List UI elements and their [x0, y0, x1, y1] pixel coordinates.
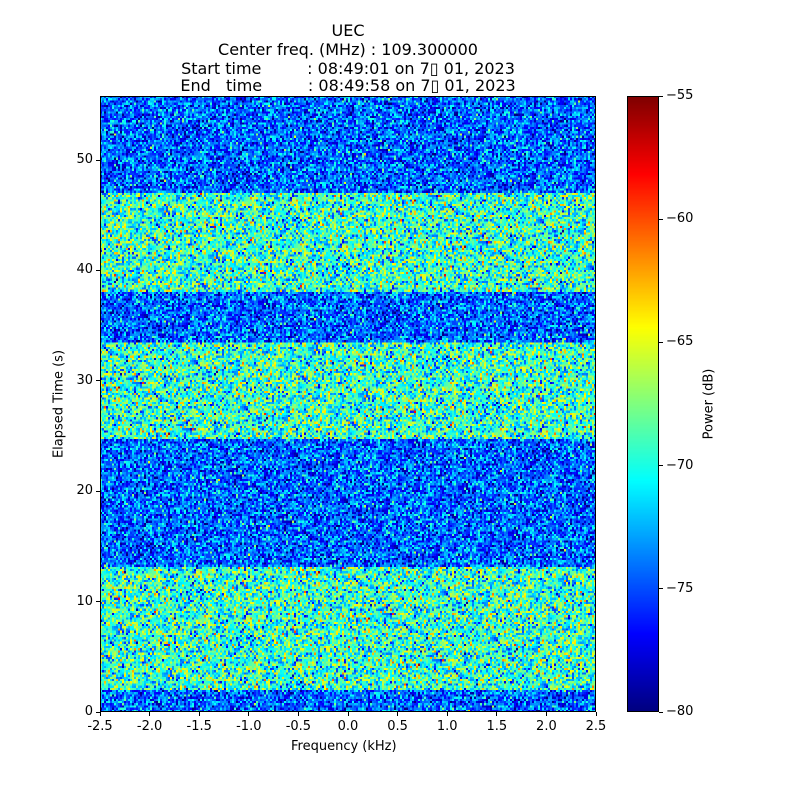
title-line-2: Center freq. (MHz) : 109.300000 — [218, 40, 478, 59]
x-tick-mark — [496, 712, 498, 716]
y-axis-label: Elapsed Time (s) — [51, 349, 67, 459]
x-tick-label: -2.5 — [87, 719, 113, 734]
x-tick-label: -1.5 — [186, 719, 212, 734]
y-tick-label: 10 — [76, 593, 93, 609]
x-tick-mark — [297, 712, 299, 716]
spectrogram-heatmap — [100, 96, 596, 712]
x-tick-mark — [198, 712, 200, 716]
colorbar-tick-mark — [659, 218, 663, 220]
colorbar-tick-label: −60 — [666, 211, 694, 227]
x-tick-mark — [595, 712, 597, 716]
x-tick-label: 2.5 — [585, 719, 607, 734]
colorbar-label: Power (dB) — [701, 368, 717, 440]
y-tick-mark — [96, 269, 100, 271]
colorbar-tick-mark — [659, 711, 663, 713]
colorbar-tick-mark — [659, 95, 663, 97]
x-tick-label: 2.0 — [536, 719, 557, 734]
y-tick-mark — [96, 159, 100, 161]
colorbar-tick-label: −75 — [666, 580, 694, 596]
x-tick-mark — [397, 712, 399, 716]
colorbar-tick-label: −80 — [666, 704, 694, 719]
colorbar-tick-mark — [659, 465, 663, 467]
y-tick-label: 40 — [76, 262, 93, 278]
x-tick-mark — [446, 712, 448, 716]
x-tick-label: -2.0 — [136, 719, 163, 734]
y-tick-label: 0 — [84, 704, 93, 719]
x-tick-mark — [99, 712, 101, 716]
plot-frame — [100, 96, 596, 712]
colorbar-tick-label: −70 — [666, 457, 694, 473]
x-tick-mark — [347, 712, 349, 716]
title-line-1: UEC — [331, 21, 365, 40]
x-axis-label: Frequency (kHz) — [291, 739, 397, 754]
x-tick-label: 1.5 — [486, 719, 508, 734]
colorbar-tick-label: −55 — [666, 88, 694, 103]
y-tick-label: 50 — [76, 152, 93, 168]
x-tick-label: 0.0 — [337, 719, 359, 734]
colorbar-tick-label: −65 — [666, 334, 694, 350]
colorbar-tick-mark — [659, 341, 663, 343]
y-tick-mark — [96, 711, 100, 713]
x-tick-mark — [545, 712, 547, 716]
x-tick-label: -1.0 — [236, 719, 262, 734]
colorbar-frame — [627, 96, 659, 712]
y-tick-mark — [96, 490, 100, 492]
y-tick-mark — [96, 601, 100, 603]
y-tick-label: 20 — [76, 483, 93, 499]
colorbar-gradient — [627, 96, 659, 712]
y-tick-mark — [96, 380, 100, 382]
y-tick-label: 30 — [76, 372, 93, 388]
colorbar-tick-mark — [659, 588, 663, 590]
x-tick-label: -0.5 — [285, 719, 312, 734]
x-tick-label: 1.0 — [436, 719, 458, 734]
x-tick-mark — [248, 712, 250, 716]
x-tick-label: 0.5 — [387, 719, 408, 734]
title-line-4: End time : 08:49:58 on 7▯ 01, 2023 — [180, 76, 516, 95]
title-line-3: Start time : 08:49:01 on 7▯ 01, 2023 — [181, 59, 515, 78]
x-tick-mark — [149, 712, 151, 716]
